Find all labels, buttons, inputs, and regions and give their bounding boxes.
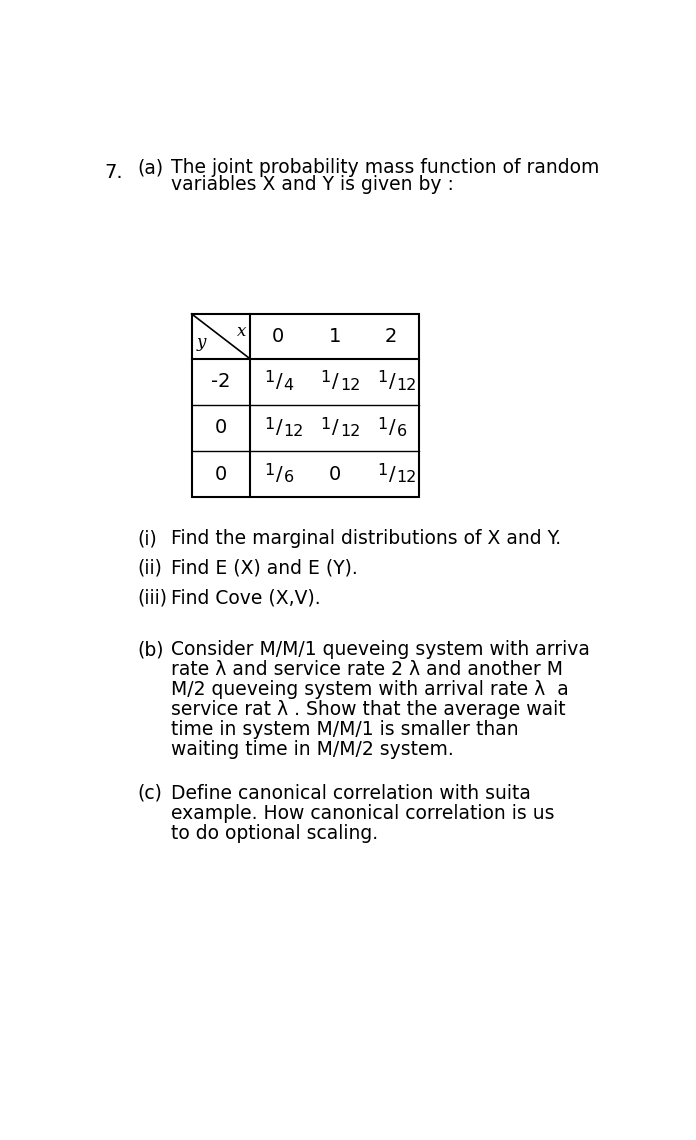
Text: -2: -2 xyxy=(211,372,230,391)
Text: 0: 0 xyxy=(214,418,227,438)
Text: (a): (a) xyxy=(137,158,164,178)
Text: 0: 0 xyxy=(214,465,227,483)
Text: 12: 12 xyxy=(397,378,417,393)
Text: 12: 12 xyxy=(340,424,361,439)
Text: Find E (X) and E (Y).: Find E (X) and E (Y). xyxy=(171,559,358,578)
Text: 12: 12 xyxy=(340,378,361,393)
Text: 1: 1 xyxy=(377,463,387,478)
Text: 1: 1 xyxy=(264,416,274,432)
Text: /: / xyxy=(276,418,282,438)
Text: /: / xyxy=(388,372,395,391)
Text: /: / xyxy=(276,465,282,483)
Text: 1: 1 xyxy=(377,370,387,385)
Text: /: / xyxy=(332,372,339,391)
Text: x: x xyxy=(237,323,246,340)
Text: 1: 1 xyxy=(264,463,274,478)
Text: The joint probability mass function of random: The joint probability mass function of r… xyxy=(171,158,599,178)
Text: M/2 queveing system with arrival rate λ  a: M/2 queveing system with arrival rate λ … xyxy=(171,681,569,700)
Text: y: y xyxy=(196,334,205,351)
Text: 6: 6 xyxy=(397,424,406,439)
Text: time in system M/M/1 is smaller than: time in system M/M/1 is smaller than xyxy=(171,720,519,740)
Text: /: / xyxy=(388,465,395,483)
Text: (iii): (iii) xyxy=(137,588,167,606)
Text: service rat λ . Show that the average wait: service rat λ . Show that the average wa… xyxy=(171,700,565,719)
Text: 1: 1 xyxy=(320,370,331,385)
Text: 1: 1 xyxy=(329,327,341,345)
Text: 1: 1 xyxy=(264,370,274,385)
Text: variables X and Y is given by :: variables X and Y is given by : xyxy=(171,176,454,194)
Text: /: / xyxy=(388,418,395,438)
Bar xyxy=(191,314,420,497)
Text: 12: 12 xyxy=(397,471,417,486)
Text: 1: 1 xyxy=(320,416,331,432)
Text: /: / xyxy=(276,372,282,391)
Text: rate λ and service rate 2 λ and another M: rate λ and service rate 2 λ and another … xyxy=(171,660,562,679)
Text: 7.: 7. xyxy=(104,163,122,182)
Text: 12: 12 xyxy=(283,424,304,439)
Text: Find the marginal distributions of X and Y.: Find the marginal distributions of X and… xyxy=(171,529,561,548)
Text: (b): (b) xyxy=(137,641,164,659)
Text: Define canonical correlation with suita: Define canonical correlation with suita xyxy=(171,783,530,803)
Text: 2: 2 xyxy=(385,327,397,345)
Text: Consider M/M/1 queveing system with arriva: Consider M/M/1 queveing system with arri… xyxy=(171,641,590,659)
Text: Find Cove (X,V).: Find Cove (X,V). xyxy=(171,588,320,606)
Text: (c): (c) xyxy=(137,783,162,803)
Text: to do optional scaling.: to do optional scaling. xyxy=(171,823,378,842)
Text: 6: 6 xyxy=(283,471,294,486)
Text: (i): (i) xyxy=(137,529,157,548)
Text: /: / xyxy=(332,418,339,438)
Text: 0: 0 xyxy=(329,465,341,483)
Text: example. How canonical correlation is us: example. How canonical correlation is us xyxy=(171,804,554,823)
Text: 0: 0 xyxy=(272,327,284,345)
Text: waiting time in M/M/2 system.: waiting time in M/M/2 system. xyxy=(171,741,454,759)
Text: 1: 1 xyxy=(377,416,387,432)
Text: 4: 4 xyxy=(283,378,294,393)
Text: (ii): (ii) xyxy=(137,559,162,578)
